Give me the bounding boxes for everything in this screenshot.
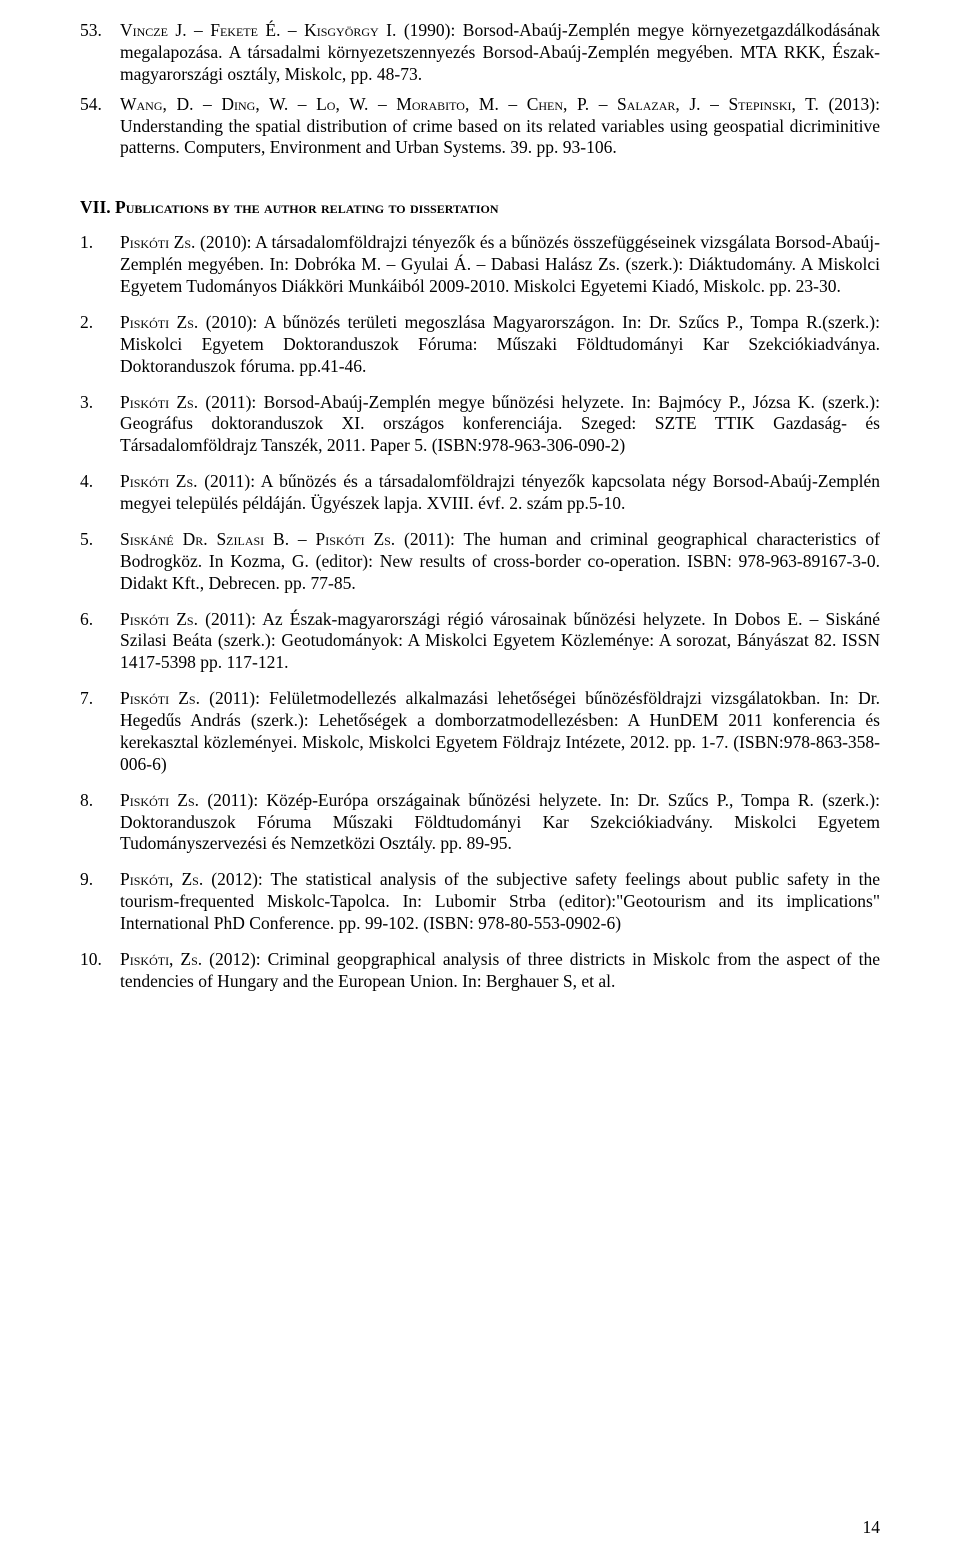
reference-number: 53. [80, 20, 108, 86]
publication-item: 3. Piskóti Zs. (2011): Borsod-Abaúj-Zempl… [80, 392, 880, 458]
publication-text: Piskóti Zs. (2011): Felületmodellezés al… [120, 688, 880, 776]
publication-item: 5. Siskáné Dr. Szilasi B. – Piskóti Zs. (… [80, 529, 880, 595]
publication-item: 7.Piskóti Zs. (2011): Felületmodellezés … [80, 688, 880, 776]
section-title: Publications by the author relating to d… [115, 197, 499, 217]
publication-number: 10. [80, 949, 102, 993]
reference-text: Vincze J. – Fekete É. – Kisgyörgy I. (19… [120, 20, 880, 86]
publication-number: 7. [80, 688, 102, 776]
publication-text: Piskóti Zs. (2011): Borsod-Abaúj-Zemplén… [120, 392, 880, 458]
publication-number: 3. [80, 392, 102, 458]
references-list: 53. Vincze J. – Fekete É. – Kisgyörgy I. … [80, 20, 880, 159]
publication-item: 2. Piskóti Zs. (2010): A bűnözés területi… [80, 312, 880, 378]
publication-text: Piskóti Zs. (2010): A társadalomföldrajz… [120, 232, 880, 298]
publication-text: Piskóti, Zs. (2012): Criminal geopgraphi… [120, 949, 880, 993]
page-number: 14 [863, 1517, 881, 1538]
publication-item: 6. Piskóti Zs. (2011): Az Észak-magyarors… [80, 609, 880, 675]
reference-number: 54. [80, 94, 108, 160]
publication-item: 10. Piskóti, Zs. (2012): Criminal geopgra… [80, 949, 880, 993]
reference-text: Wang, D. – Ding, W. – Lo, W. – Morabito,… [120, 94, 880, 160]
publication-number: 4. [80, 471, 102, 515]
reference-item: 54. Wang, D. – Ding, W. – Lo, W. – Morabi… [80, 94, 880, 160]
section-heading: VII. Publications by the author relating… [80, 197, 880, 218]
publication-number: 5. [80, 529, 102, 595]
publication-item: 4. Piskóti Zs. (2011): A bűnözés és a tár… [80, 471, 880, 515]
publication-number: 9. [80, 869, 102, 935]
publications-list: 1. Piskóti Zs. (2010): A társadalomföldra… [80, 232, 880, 992]
publication-text: Piskóti Zs. (2011): Közép-Európa országa… [120, 790, 880, 856]
publication-item: 8. Piskóti Zs. (2011): Közép-Európa orszá… [80, 790, 880, 856]
publication-text: Piskóti Zs. (2011): A bűnözés és a társa… [120, 471, 880, 515]
publication-item: 1. Piskóti Zs. (2010): A társadalomföldra… [80, 232, 880, 298]
publication-number: 1. [80, 232, 102, 298]
publication-text: Piskóti, Zs. (2012): The statistical ana… [120, 869, 880, 935]
publication-text: Siskáné Dr. Szilasi B. – Piskóti Zs. (20… [120, 529, 880, 595]
publication-number: 2. [80, 312, 102, 378]
section-roman: VII. [80, 197, 115, 217]
publication-text: Piskóti Zs. (2011): Az Észak-magyarorszá… [120, 609, 880, 675]
publication-item: 9. Piskóti, Zs. (2012): The statistical a… [80, 869, 880, 935]
publication-number: 6. [80, 609, 102, 675]
publication-number: 8. [80, 790, 102, 856]
reference-item: 53. Vincze J. – Fekete É. – Kisgyörgy I. … [80, 20, 880, 86]
publication-text: Piskóti Zs. (2010): A bűnözés területi m… [120, 312, 880, 378]
